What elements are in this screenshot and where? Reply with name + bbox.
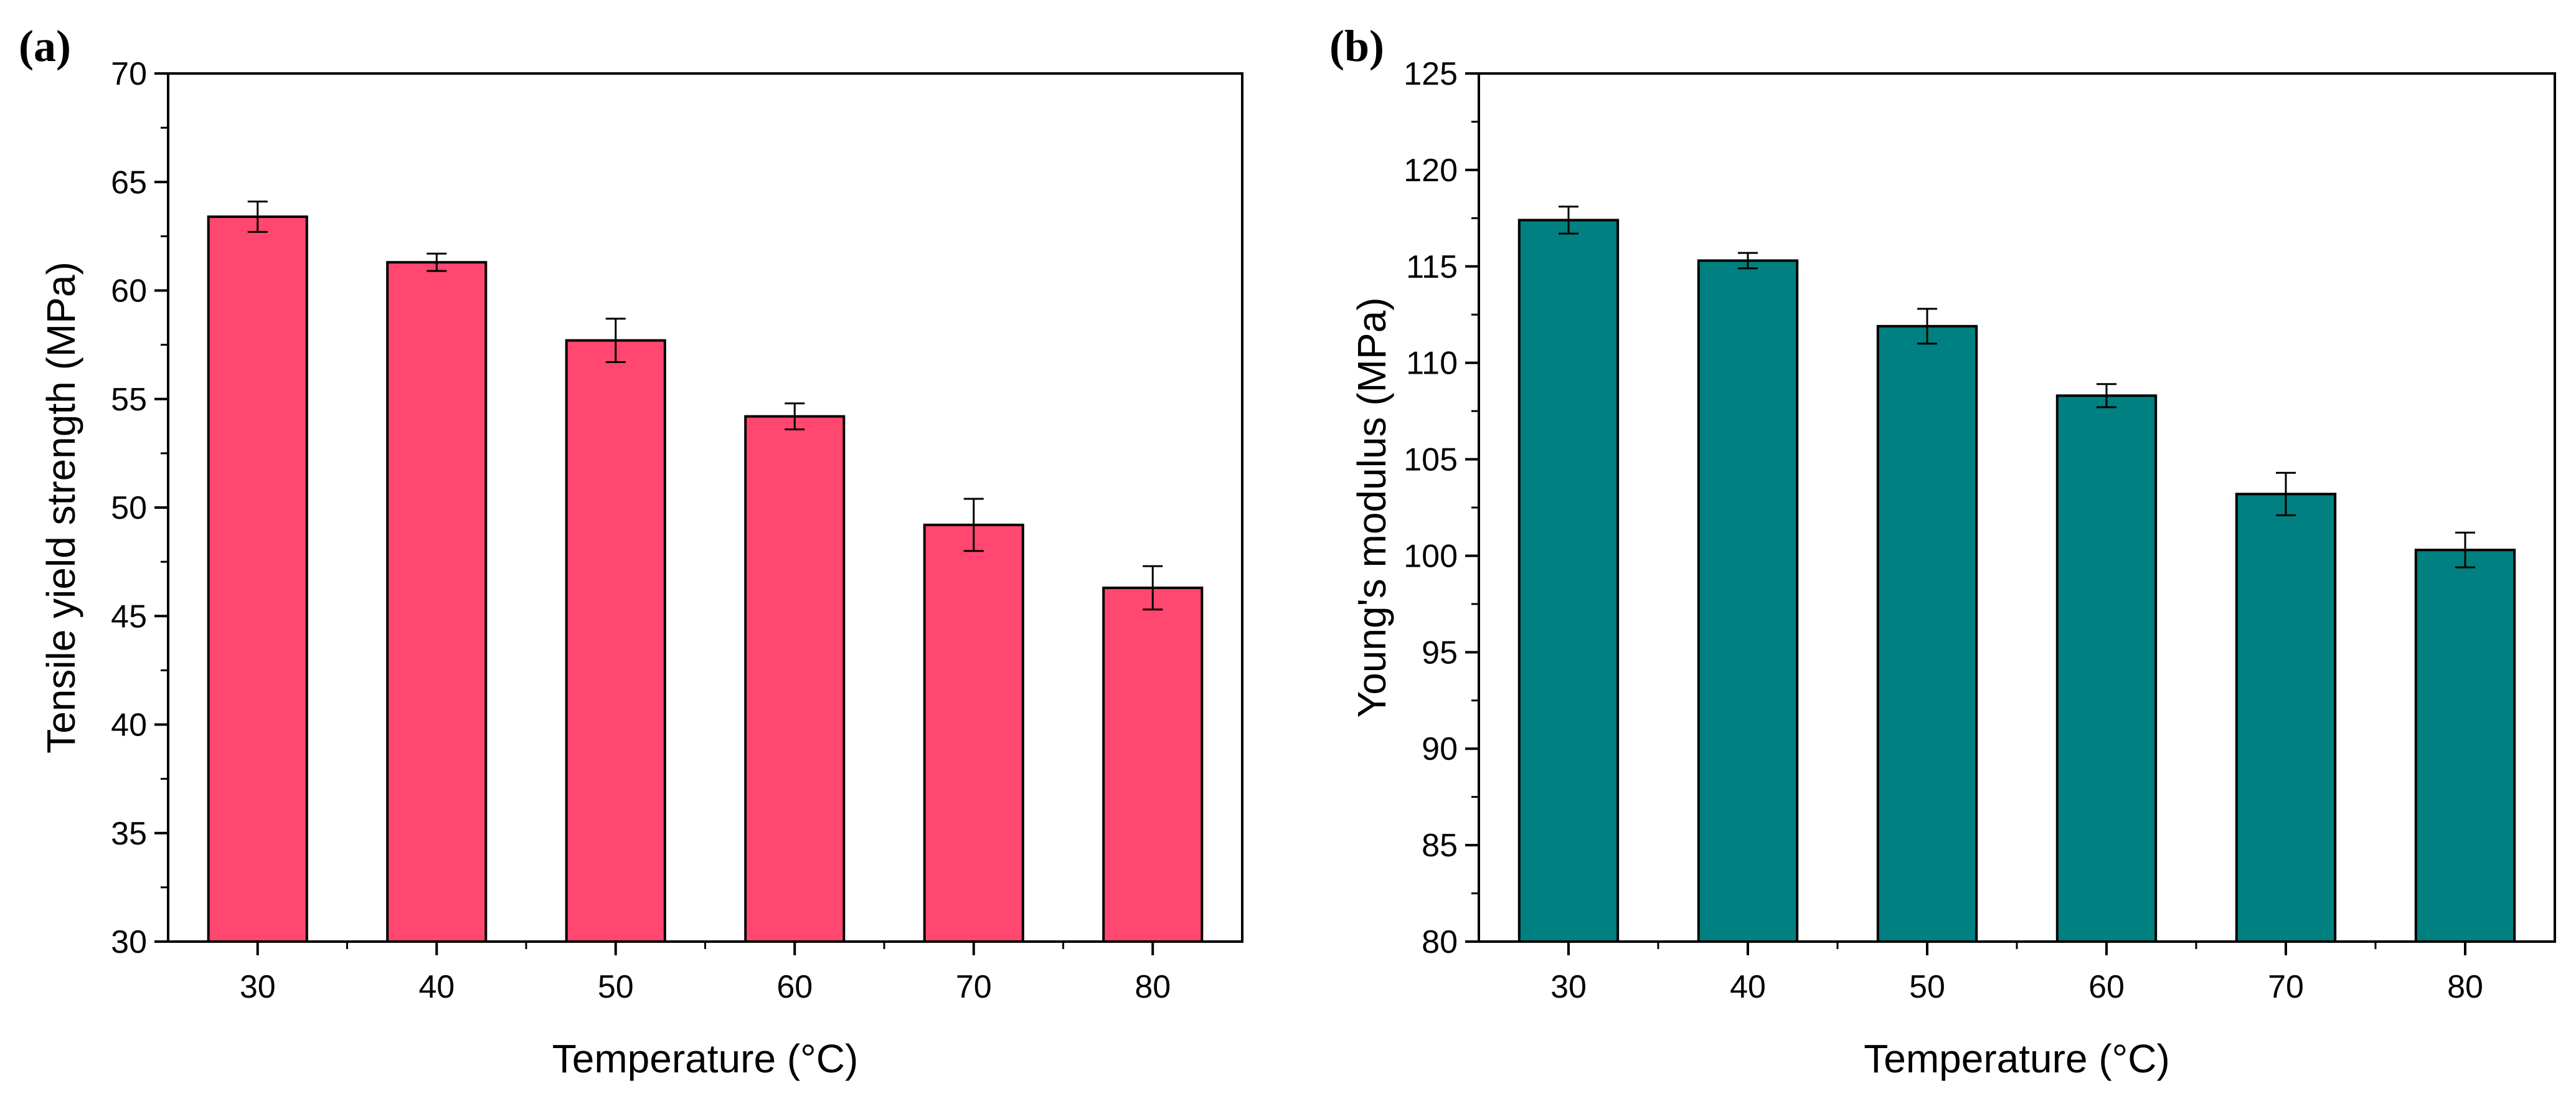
x-axis-title: Temperature (°C): [1864, 1036, 2170, 1081]
x-tick-label: 40: [1730, 969, 1766, 1005]
y-tick-label: 95: [1422, 635, 1458, 671]
x-axis-title: Temperature (°C): [552, 1036, 859, 1081]
y-tick-label: 105: [1404, 442, 1458, 478]
x-tick-label: 60: [776, 969, 813, 1005]
plot-frame: [1478, 72, 2556, 943]
panel-b-chart: 80 85 90 95 100 105 110 115 120 125 30 40 50 60 70 80 Te…: [1329, 21, 2556, 1081]
bar-60: [744, 415, 846, 943]
y-tick-label: 120: [1404, 153, 1458, 189]
y-tick-label: 100: [1404, 538, 1458, 574]
bar-80: [2414, 549, 2516, 943]
x-tick-label: 80: [1135, 969, 1171, 1005]
y-tick-label: 50: [111, 490, 147, 526]
y-tick-label: 60: [111, 273, 147, 310]
x-tick-label: 80: [2447, 969, 2483, 1005]
y-axis-title: Young's modulus (MPa): [1349, 297, 1394, 717]
y-tick-label: 80: [1422, 924, 1458, 960]
bar-80: [1102, 586, 1204, 943]
x-tick-label: 70: [2268, 969, 2304, 1005]
panel-label: (a): [19, 21, 71, 71]
x-tick-label: 70: [956, 969, 992, 1005]
y-tick-label: 115: [1406, 249, 1458, 285]
y-tick-label: 45: [111, 598, 147, 635]
y-tick-label: 125: [1404, 56, 1458, 92]
bar-70: [2235, 493, 2337, 943]
x-tick-label: 60: [2088, 969, 2125, 1005]
y-tick-label: 70: [111, 56, 147, 92]
x-tick-label: 50: [598, 969, 634, 1005]
bar-30: [207, 215, 308, 943]
y-tick-label: 85: [1422, 828, 1458, 864]
plot-frame: [167, 72, 1243, 943]
y-axis-title: Tensile yield strength (MPa): [39, 262, 83, 754]
bar-50: [1876, 324, 1978, 943]
y-tick-label: 55: [111, 382, 147, 418]
bar-70: [923, 523, 1024, 943]
y-tick-label: 90: [1422, 731, 1458, 767]
bar-30: [1517, 219, 1620, 943]
bar-50: [565, 339, 666, 943]
y-tick-label: 30: [111, 924, 147, 960]
bar-60: [2055, 394, 2158, 943]
y-tick-label: 110: [1406, 346, 1458, 382]
bar-40: [1697, 259, 1799, 943]
panel-a-chart: 30 35 40 45 50 55 60 65 70 30 40 50 60 70 80 Temperatur…: [19, 21, 1243, 1081]
y-tick-label: 65: [111, 164, 147, 201]
x-tick-label: 30: [240, 969, 276, 1005]
x-tick-label: 50: [1909, 969, 1945, 1005]
bar-40: [386, 261, 488, 943]
x-tick-label: 40: [418, 969, 455, 1005]
y-tick-label: 40: [111, 707, 147, 744]
x-tick-label: 30: [1550, 969, 1587, 1005]
y-tick-label: 35: [111, 816, 147, 852]
panel-label: (b): [1329, 21, 1384, 71]
